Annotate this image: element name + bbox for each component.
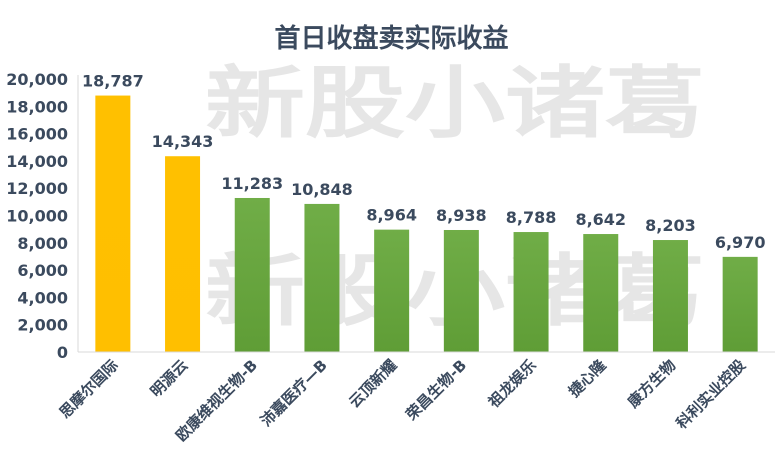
axes-layer: 0 2,000 4,000 6,000 8,000 10,000 12,000 14,000 1…	[6, 70, 775, 362]
x-tick-label: 科利实业控股	[673, 355, 750, 432]
chart-title: 首日收盘卖实际收益	[274, 24, 509, 54]
x-tick-label: 荣昌生物-B	[402, 356, 470, 424]
y-tick-label: 12,000	[6, 179, 68, 198]
bars-layer	[95, 95, 758, 353]
data-label: 14,343	[152, 132, 214, 151]
bar	[304, 203, 340, 352]
x-tick-label: 云顶新耀	[345, 356, 400, 411]
watermark-layer: 新股小诸葛新股小诸葛	[205, 59, 705, 337]
y-tick-label: 20,000	[6, 70, 68, 89]
data-label: 11,283	[221, 174, 283, 193]
y-tick-label: 16,000	[6, 125, 68, 144]
data-label: 8,642	[575, 210, 626, 229]
y-tick-label: 0	[57, 343, 68, 362]
bar	[722, 256, 758, 352]
y-tick-label: 2,000	[17, 316, 68, 335]
bar	[374, 229, 410, 352]
x-tick-label: 沛嘉医疗—B	[257, 356, 331, 430]
bar	[652, 240, 688, 352]
x-tick-label: 康方生物	[624, 356, 679, 411]
bar	[95, 95, 131, 353]
x-tick-label: 思摩尔国际	[56, 356, 122, 422]
y-tick-label: 8,000	[17, 234, 68, 253]
y-tick-label: 6,000	[17, 261, 68, 280]
x-tick-label: 祖龙娱乐	[484, 356, 540, 412]
bar	[443, 229, 479, 352]
data-label: 8,203	[645, 216, 696, 235]
y-tick-label: 18,000	[6, 97, 68, 116]
bar	[165, 156, 201, 352]
data-label: 8,788	[506, 208, 557, 227]
data-label: 8,938	[436, 206, 487, 225]
watermark-text: 新股小诸葛	[205, 59, 705, 149]
bar	[513, 232, 549, 352]
data-label: 10,848	[291, 180, 353, 199]
data-label: 18,787	[82, 72, 144, 91]
y-tick-label: 4,000	[17, 288, 68, 307]
y-tick-label: 10,000	[6, 207, 68, 226]
bar	[583, 234, 619, 352]
bar	[234, 197, 270, 352]
data-label: 8,964	[366, 206, 417, 225]
x-tick-label: 明源云	[147, 356, 192, 401]
x-tick-label: 捷心隆	[565, 355, 610, 400]
y-tick-label: 14,000	[6, 152, 68, 171]
data-label: 6,970	[715, 233, 766, 252]
